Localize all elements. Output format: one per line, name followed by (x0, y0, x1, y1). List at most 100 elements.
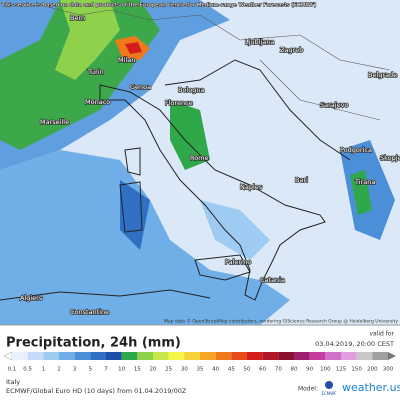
city-label: Constantine (70, 308, 109, 316)
scale-label: 150 (351, 367, 362, 373)
scale-swatch (121, 352, 138, 360)
city-label: Podgorica (340, 146, 372, 154)
scale-label: 0.1 (8, 367, 17, 373)
city-label: Belgrade (368, 71, 397, 79)
scale-swatch (90, 352, 106, 360)
city-label: Bern (70, 14, 85, 22)
scale-swatch (372, 352, 388, 360)
scale-swatch (153, 352, 169, 360)
border (39, 4, 391, 121)
city-label: Turin (87, 68, 104, 76)
scale-swatch (247, 352, 263, 360)
coastline (0, 289, 211, 301)
city-label: Zagreb (280, 46, 303, 54)
scale-label: 200 (367, 367, 378, 373)
scale-label: 20 (150, 367, 157, 373)
city-label: Ljubljana (245, 38, 274, 46)
notice: This service is based on data and produc… (1, 3, 316, 9)
scale-label: 1 (42, 367, 46, 373)
scale-swatch (200, 352, 216, 360)
coastline (99, 84, 326, 301)
city-label: Catania (260, 276, 285, 284)
city-labels: Bern Milan Turin Genoa Monaco Marseille Bologn… (19, 13, 400, 317)
city-label: Algiers (20, 294, 43, 302)
city-label: Sarajevo (320, 101, 348, 109)
scale-label: 50 (244, 367, 251, 373)
island (119, 147, 251, 281)
scale-swatch (325, 352, 341, 360)
scale-swatch (12, 352, 28, 360)
scale-label: 3 (73, 367, 77, 373)
city-label: Monaco (85, 98, 110, 106)
scale-label: 80 (291, 367, 298, 373)
scale-label: 90 (306, 367, 313, 373)
city-label: Rome (190, 154, 209, 162)
city-label: Palermo (225, 258, 251, 266)
scale-swatch (262, 352, 279, 360)
scale-swatch (215, 352, 232, 360)
scale-label: 10 (118, 367, 125, 373)
ecmwf-text: ECMWF (321, 391, 337, 396)
scale-swatch (294, 352, 310, 360)
ecmwf-logo (325, 381, 333, 389)
rain-area (350, 170, 372, 215)
scale-swatch (309, 352, 326, 360)
scale-arrow (3, 351, 13, 361)
scale-swatch (106, 352, 122, 360)
model-run: ECMWF/Global Euro HD (10 days) from 01.0… (6, 387, 187, 395)
scale-label: 5 (89, 367, 93, 373)
scale-swatch (27, 352, 44, 360)
city-label: Marseille (40, 118, 69, 126)
rain-area (55, 0, 120, 80)
model-label: Model: (298, 386, 318, 393)
scale-label: 0.5 (23, 367, 32, 373)
scale-label: 125 (336, 367, 347, 373)
city-label: Skopje (380, 154, 400, 162)
city-label: Bari (295, 176, 308, 184)
rain-area (125, 42, 142, 54)
city-label: Milan (118, 56, 135, 64)
scale-swatch (278, 352, 294, 360)
attribution: Map data © OpenStreetMap contributors, r… (164, 318, 398, 325)
rain-area (170, 100, 210, 170)
valid-time: 03.04.2019, 20:00 CEST (315, 340, 394, 348)
scale-swatch (168, 352, 185, 360)
scale-swatch (137, 352, 153, 360)
city-label: Tirana (354, 178, 375, 186)
city-label: Genoa (130, 83, 151, 91)
city-label: Bologna (178, 86, 204, 94)
color-scale: 0.1 0.5 1 2 3 5 7 10 15 20 25 30 35 40 45 50 60 70 80 90 100… (8, 352, 394, 373)
region: Italy (6, 378, 20, 386)
legend-title: Precipitation, 24h (mm) (6, 336, 181, 351)
scale-swatch (74, 352, 91, 360)
scale-label: 40 (212, 367, 219, 373)
city-label: Naples (240, 183, 263, 191)
scale-label: 300 (383, 367, 394, 373)
scale-arrow (388, 352, 396, 360)
scale-swatch (231, 352, 247, 360)
scale-label: 15 (134, 367, 141, 373)
city-label: Florence (165, 99, 193, 107)
brand: weather.us (342, 381, 400, 394)
scale-label: 45 (228, 367, 235, 373)
scale-swatch (43, 352, 59, 360)
scale-label: 100 (320, 367, 331, 373)
scale-swatch (341, 352, 357, 360)
rain-area (120, 180, 150, 250)
rain-area (200, 200, 270, 260)
rain-area (0, 150, 290, 325)
scale-label: 25 (165, 367, 172, 373)
scale-label: 35 (197, 367, 204, 373)
scale-label: 60 (259, 367, 266, 373)
scale-label: 2 (57, 367, 61, 373)
scale-swatch (356, 352, 373, 360)
scale-label: 30 (181, 367, 188, 373)
scale-swatch (59, 352, 75, 360)
scale-label: 70 (275, 367, 282, 373)
scale-swatch (184, 352, 200, 360)
valid-label: valid for (369, 331, 394, 338)
scale-label: 7 (104, 367, 108, 373)
coastline (164, 59, 351, 161)
